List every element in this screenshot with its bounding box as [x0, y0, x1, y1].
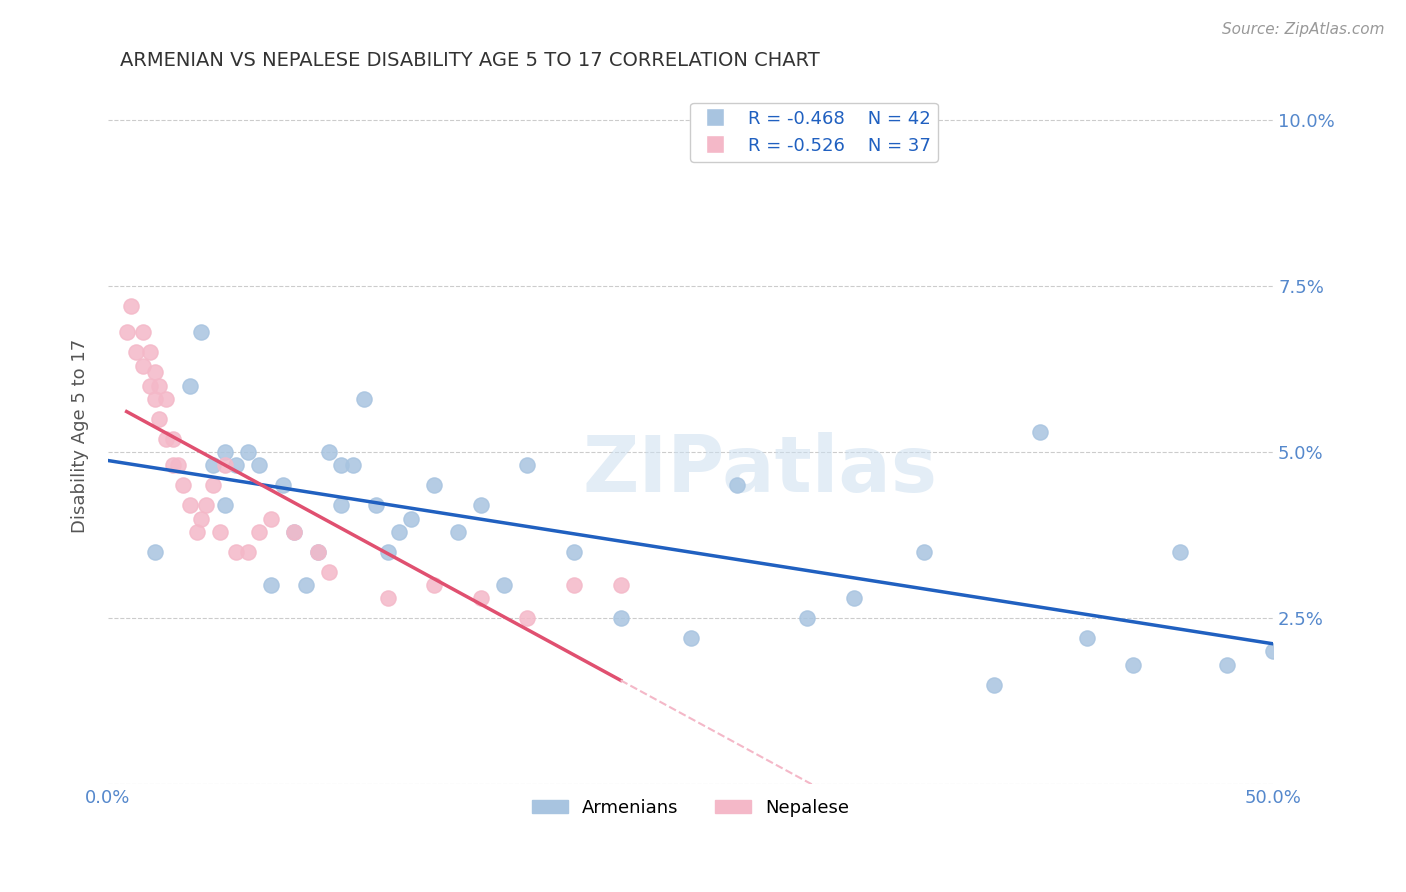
Point [330, 458, 353, 473]
Point [399, 511, 422, 525]
Point [562, 578, 585, 592]
Point [679, 631, 702, 645]
Point [194, 498, 217, 512]
Point [446, 524, 468, 539]
Point [125, 345, 148, 359]
Point [725, 478, 748, 492]
Point [155, 392, 177, 406]
Point [172, 478, 194, 492]
Point [1168, 545, 1191, 559]
Point [208, 524, 231, 539]
Point [377, 545, 399, 559]
Point [225, 458, 247, 473]
Point [377, 591, 399, 606]
Point [143, 365, 166, 379]
Point [423, 478, 446, 492]
Point [190, 511, 212, 525]
Point [1122, 657, 1144, 672]
Point [1076, 631, 1098, 645]
Point [162, 458, 184, 473]
Point [423, 578, 446, 592]
Point [1263, 644, 1285, 658]
Point [120, 299, 142, 313]
Point [364, 498, 387, 512]
Point [214, 498, 236, 512]
Point [179, 498, 201, 512]
Point [609, 611, 631, 625]
Point [912, 545, 935, 559]
Point [139, 345, 162, 359]
Point [139, 378, 162, 392]
Point [470, 498, 492, 512]
Point [307, 545, 329, 559]
Legend: Armenians, Nepalese: Armenians, Nepalese [524, 792, 856, 824]
Point [225, 545, 247, 559]
Point [132, 359, 155, 373]
Point [494, 578, 516, 592]
Point [155, 432, 177, 446]
Point [249, 524, 271, 539]
Point [179, 378, 201, 392]
Point [190, 326, 212, 340]
Point [201, 478, 224, 492]
Point [330, 498, 353, 512]
Point [353, 392, 375, 406]
Point [162, 432, 184, 446]
Point [283, 524, 305, 539]
Point [167, 458, 190, 473]
Point [318, 445, 340, 459]
Text: ARMENIAN VS NEPALESE DISABILITY AGE 5 TO 17 CORRELATION CHART: ARMENIAN VS NEPALESE DISABILITY AGE 5 TO… [120, 51, 820, 70]
Point [186, 524, 208, 539]
Point [148, 412, 170, 426]
Point [307, 545, 329, 559]
Point [516, 458, 538, 473]
Point [1215, 657, 1237, 672]
Point [249, 458, 271, 473]
Point [318, 565, 340, 579]
Point [214, 445, 236, 459]
Point [516, 611, 538, 625]
Point [342, 458, 364, 473]
Text: ZIPatlas: ZIPatlas [583, 433, 938, 508]
Point [842, 591, 865, 606]
Point [115, 326, 138, 340]
Point [260, 578, 283, 592]
Y-axis label: Disability Age 5 to 17: Disability Age 5 to 17 [72, 338, 89, 533]
Point [983, 678, 1005, 692]
Point [562, 545, 585, 559]
Point [283, 524, 305, 539]
Point [236, 545, 259, 559]
Point [214, 458, 236, 473]
Point [1029, 425, 1052, 439]
Point [796, 611, 818, 625]
Point [143, 545, 166, 559]
Point [470, 591, 492, 606]
Point [388, 524, 411, 539]
Text: Source: ZipAtlas.com: Source: ZipAtlas.com [1222, 22, 1385, 37]
Point [260, 511, 283, 525]
Point [201, 458, 224, 473]
Point [148, 378, 170, 392]
Point [609, 578, 631, 592]
Point [295, 578, 318, 592]
Point [236, 445, 259, 459]
Point [143, 392, 166, 406]
Point [271, 478, 294, 492]
Point [132, 326, 155, 340]
